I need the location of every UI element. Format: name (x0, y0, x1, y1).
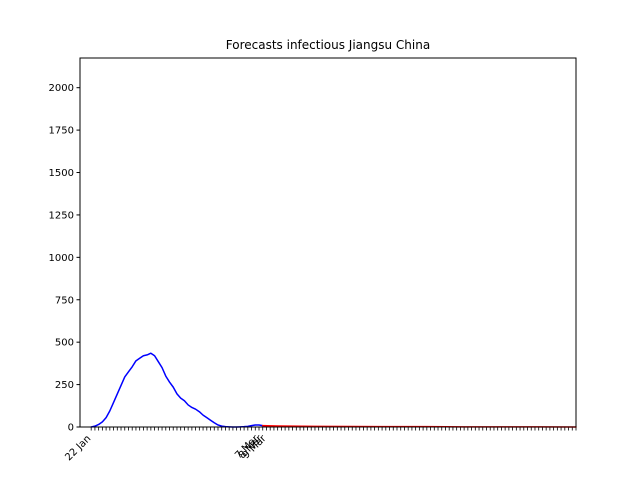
y-tick-label: 1000 (49, 253, 74, 264)
y-tick-label: 1250 (49, 210, 74, 221)
y-tick-label: 500 (55, 338, 74, 349)
y-axis: 0 250 500 750 1000 1250 1500 1750 2000 (49, 83, 80, 434)
series-line-1 (90, 352, 268, 428)
y-tick-label: 2000 (49, 83, 74, 94)
y-tick-label: 1500 (49, 168, 74, 179)
y-tick-label: 750 (55, 295, 74, 306)
y-tick-label: 0 (68, 423, 74, 434)
series-layer (90, 352, 577, 428)
plot-frame (79, 57, 577, 428)
y-tick-label: 250 (55, 380, 74, 391)
chart-title: Forecasts infectious Jiangsu China (226, 38, 430, 52)
x-tick-label: 22 Jan (63, 433, 93, 463)
y-tick-label: 1750 (49, 126, 74, 137)
